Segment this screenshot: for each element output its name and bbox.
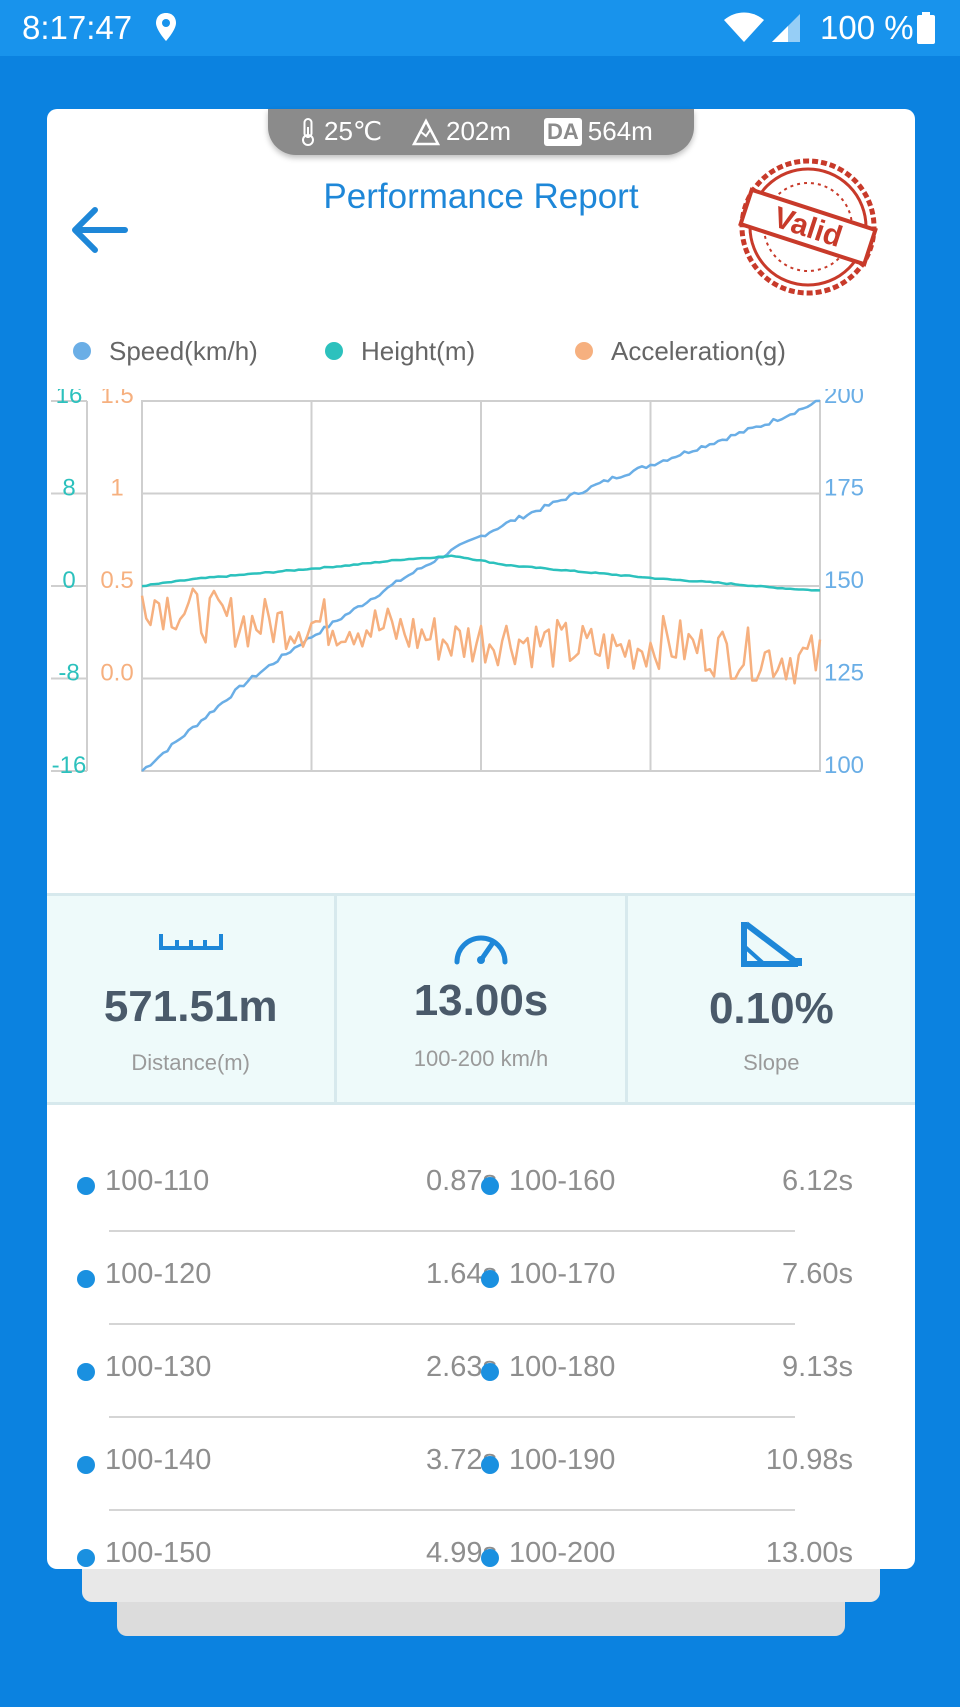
legend-height: Height(m) [325,331,475,371]
acceleration-axis-tick-label: 0.5 [100,567,133,594]
split-marker [481,1177,499,1195]
split-marker [481,1456,499,1474]
slope-icon [741,921,803,967]
row-divider [109,1230,795,1232]
split-item: 100-130 2.63s [77,1351,497,1391]
valid-stamp-icon: Valid [738,158,878,296]
stat-distance-value: 571.51m [103,982,278,1031]
split-item: 100-170 7.60s [481,1258,853,1298]
split-item: 100-160 6.12s [481,1165,853,1205]
height-axis-tick-label: -8 [58,660,79,687]
split-marker [481,1270,499,1288]
split-marker [481,1549,499,1567]
table-row: 100-150 4.99s 100-200 13.00s [47,1511,915,1569]
speed-axis-tick-label: 100 [824,752,864,779]
height-axis-tick-label: 16 [56,389,83,409]
stat-distance: 571.51m Distance(m) [47,896,338,1102]
split-marker [77,1456,95,1474]
height-axis-tick-label: 8 [62,475,75,502]
acceleration-axis-tick-label: 1 [110,475,123,502]
speed-axis-tick-label: 150 [824,567,864,594]
stat-slope: 0.10% Slope [628,896,915,1102]
speed-axis-tick-label: 175 [824,475,864,502]
split-item: 100-120 1.64s [77,1258,497,1298]
split-item: 100-110 0.87s [77,1165,497,1205]
stat-time: 13.00s 100-200 km/h [337,896,628,1102]
split-item: 100-180 9.13s [481,1351,853,1391]
table-row: 100-130 2.63s 100-180 9.13s [47,1325,915,1418]
acceleration-series-line [140,587,822,685]
table-row: 100-140 3.72s 100-190 10.98s [47,1418,915,1511]
legend-acceleration-marker [575,342,593,360]
row-divider [109,1323,795,1325]
performance-chart: 16 8 0 -8 -16 1.5 1 0.5 0.0 200 175 150 125 100 [51,389,864,779]
location-icon [156,13,176,41]
report-card: Performance Report Valid Speed(km/h) Hei… [47,109,915,1569]
acceleration-axis-tick-label: 0.0 [100,660,133,687]
da-badge: DA [544,117,582,146]
row-divider [109,1416,795,1418]
legend-speed-marker [73,342,91,360]
stats-panel: 571.51m Distance(m) 13.00s 100-200 km/h … [47,893,915,1105]
battery-percent: 100 % [820,9,914,46]
speed-axis-tick-label: 200 [824,389,864,409]
mountain-icon [412,117,440,145]
row-divider [109,1509,795,1511]
stat-distance-label: Distance(m) [131,1050,250,1075]
split-marker [481,1363,499,1381]
split-item: 100-190 10.98s [481,1444,853,1484]
stat-time-value: 13.00s [413,976,549,1025]
status-bar: 8:17:47 100 % [0,0,960,56]
table-row: 100-110 0.87s 100-160 6.12s [47,1139,915,1232]
back-arrow-icon[interactable] [67,205,129,255]
split-marker [77,1270,95,1288]
table-row: 100-120 1.64s 100-170 7.60s [47,1232,915,1325]
split-marker [77,1363,95,1381]
legend-acceleration: Acceleration(g) [575,331,786,371]
wifi-icon [724,12,764,42]
temperature-readout: 25℃ [298,116,382,147]
legend-speed: Speed(km/h) [73,331,258,371]
stat-time-label: 100-200 km/h [413,1046,549,1071]
thermometer-icon [302,117,314,146]
split-item: 100-200 13.00s [481,1537,853,1569]
split-marker [77,1549,95,1567]
split-times-list: 100-110 0.87s 100-160 6.12s 100-120 1.64… [47,1139,915,1569]
split-item: 100-140 3.72s [77,1444,497,1484]
split-marker [77,1177,95,1195]
altitude-readout: 202m [412,116,511,147]
battery-icon [917,12,935,44]
split-item: 100-150 4.99s [77,1537,497,1569]
legend-height-marker [325,342,343,360]
speed-axis-tick-label: 125 [824,660,864,687]
environment-pill: 25℃ 202m DA 564m [268,109,694,155]
density-altitude-readout: DA 564m [544,116,653,147]
speedometer-icon [454,935,508,965]
height-axis-tick-label: 0 [62,567,75,594]
height-series-line [141,554,821,592]
signal-icon [772,14,800,42]
stat-slope-label: Slope [743,1050,800,1075]
stat-slope-value: 0.10% [708,984,834,1033]
speed-series-line [141,399,821,772]
page-title: Performance Report [323,177,639,216]
acceleration-axis-tick-label: 1.5 [100,389,133,409]
height-axis-tick-label: -16 [52,752,87,779]
status-time: 8:17:47 [22,9,133,46]
ruler-icon [158,934,223,950]
